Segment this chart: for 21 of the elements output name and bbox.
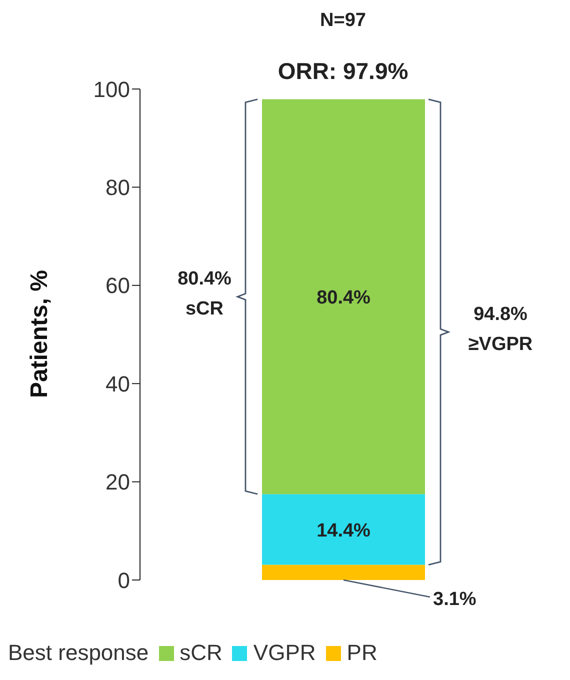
y-tick-label: 0 bbox=[118, 568, 130, 593]
y-tick-label: 80 bbox=[106, 175, 130, 200]
legend-label: sCR bbox=[180, 640, 222, 666]
y-tick-label: 20 bbox=[106, 470, 130, 495]
chart-title: N=97 bbox=[319, 10, 367, 32]
legend-label: VGPR bbox=[253, 640, 316, 666]
legend-label: PR bbox=[346, 640, 378, 666]
text: 80.4% sCR bbox=[178, 268, 232, 320]
data-label: 14.4% bbox=[316, 520, 371, 542]
y-tick-label: 60 bbox=[106, 273, 130, 298]
data-label: 80.4% bbox=[316, 288, 371, 309]
bar bbox=[262, 564, 425, 580]
y-tick-label: 100 bbox=[93, 76, 130, 102]
bar bbox=[262, 99, 425, 494]
y-axis-title: Patients, % bbox=[26, 268, 54, 400]
y-tick-label: 40 bbox=[106, 371, 130, 396]
data-label: 3.1% bbox=[433, 589, 476, 610]
text: 94.8% ≥VGPR bbox=[468, 304, 533, 356]
legend-title: Best response bbox=[8, 640, 149, 666]
bar bbox=[262, 494, 425, 565]
chart-subtitle: ORR: 97.9% bbox=[276, 58, 410, 85]
